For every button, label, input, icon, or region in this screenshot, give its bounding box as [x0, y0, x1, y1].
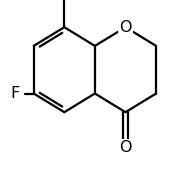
Text: O: O	[119, 20, 132, 35]
Text: F: F	[11, 86, 20, 101]
Text: O: O	[119, 140, 132, 155]
